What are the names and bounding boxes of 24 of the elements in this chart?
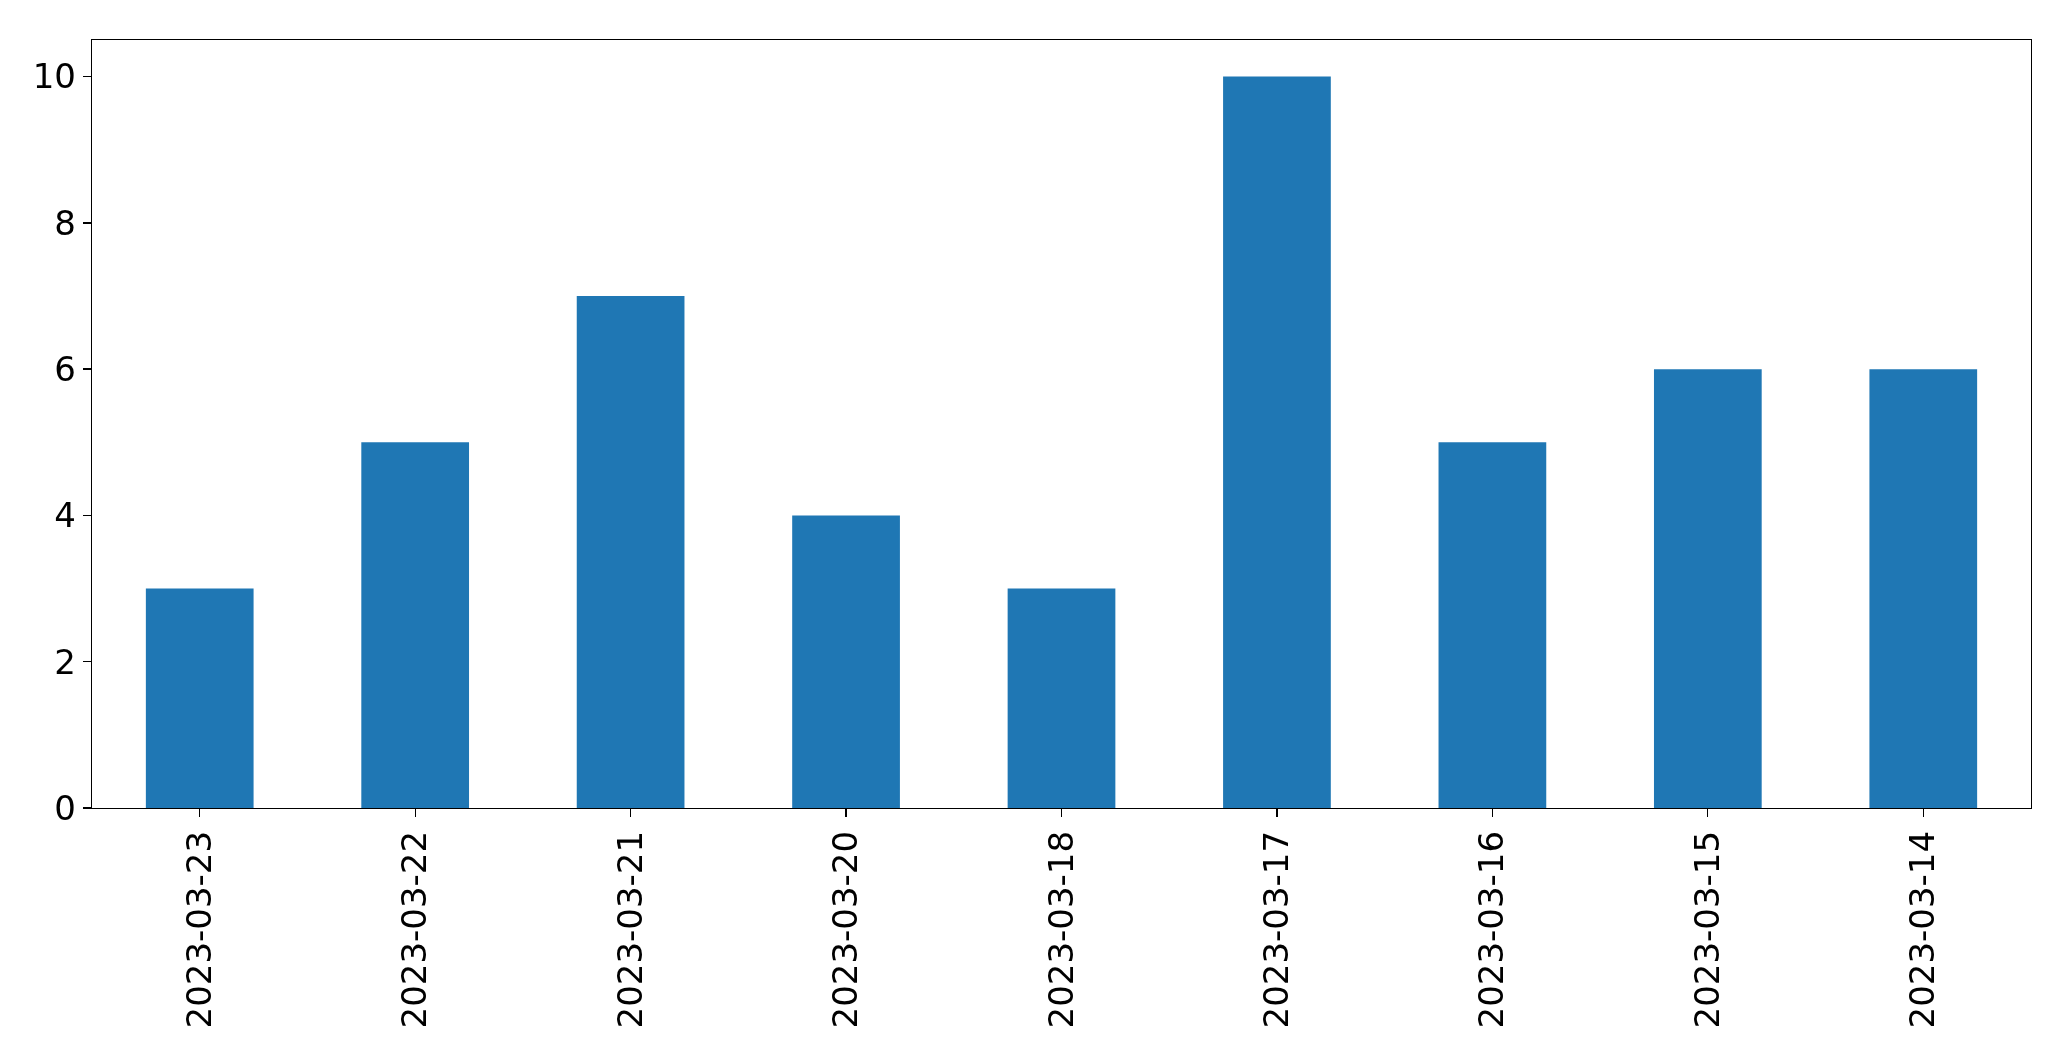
y-tick-label: 6 <box>54 349 76 390</box>
bar <box>792 515 900 808</box>
x-tick-label: 2023-03-23 <box>178 830 219 1029</box>
bar <box>1007 588 1116 808</box>
x-tick-label: 2023-03-22 <box>394 830 435 1029</box>
x-tick-label: 2023-03-18 <box>1040 830 1081 1029</box>
bar <box>145 588 254 808</box>
x-tick-label: 2023-03-17 <box>1255 830 1296 1029</box>
x-tick-label: 2023-03-16 <box>1471 830 1512 1029</box>
bar <box>1869 369 1978 808</box>
x-tick-label: 2023-03-20 <box>825 830 866 1029</box>
y-tick-label: 0 <box>54 787 76 828</box>
x-tick-label: 2023-03-14 <box>1902 830 1943 1029</box>
y-tick-label: 4 <box>54 495 76 536</box>
bar <box>1653 369 1762 808</box>
bar <box>1438 442 1547 808</box>
x-tick-label: 2023-03-15 <box>1686 830 1727 1029</box>
bar <box>1223 76 1331 808</box>
y-tick-label: 10 <box>32 56 76 97</box>
x-tick-label: 2023-03-21 <box>609 830 650 1029</box>
y-tick-label: 8 <box>54 202 76 243</box>
y-tick-label: 2 <box>54 641 76 682</box>
bar <box>361 442 470 808</box>
bar <box>576 296 685 808</box>
